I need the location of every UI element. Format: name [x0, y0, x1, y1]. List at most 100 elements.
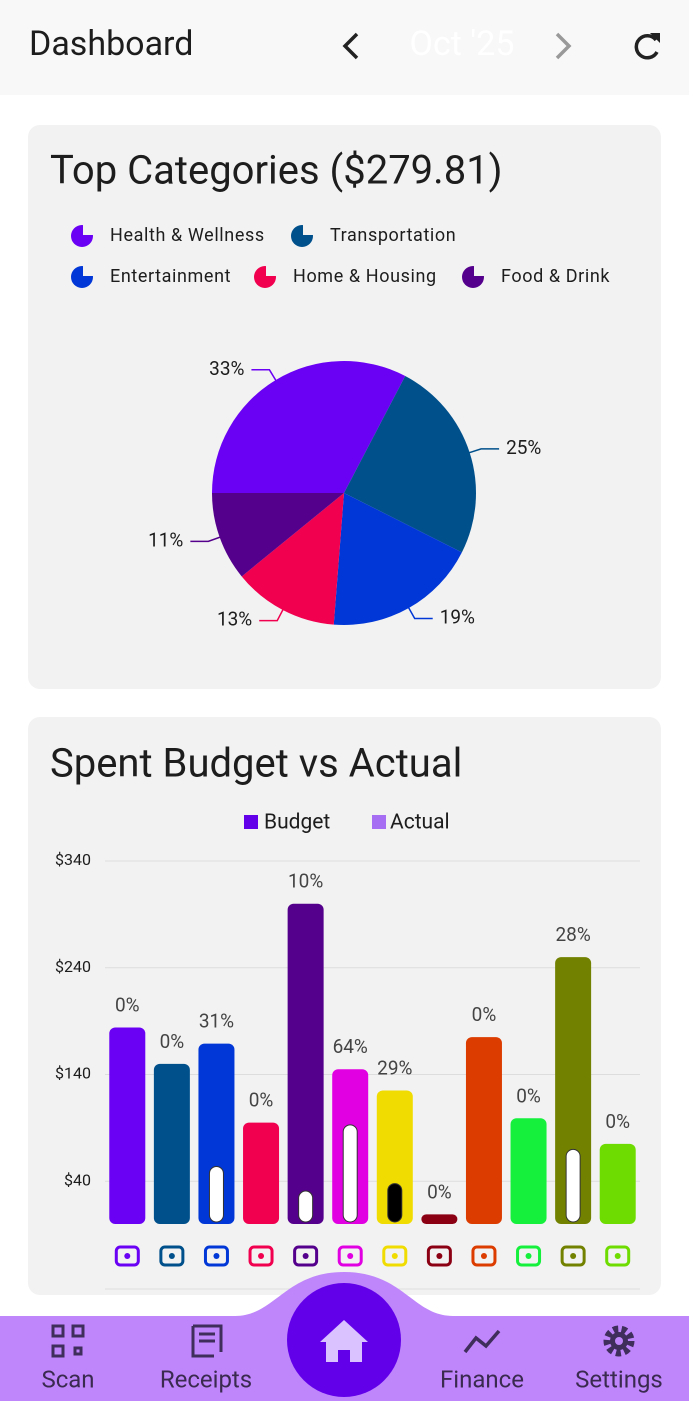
legend-label: Actual	[390, 811, 450, 835]
scan-icon	[73, 1346, 83, 1356]
legend-marker	[244, 815, 258, 829]
pie-slice	[212, 493, 344, 577]
category-icon[interactable]	[382, 1245, 408, 1267]
bar	[243, 1122, 280, 1224]
bar-label: 0%	[605, 1110, 630, 1133]
legend-label: Transportation	[330, 225, 456, 246]
category-icon[interactable]	[337, 1245, 363, 1267]
bar	[198, 1043, 235, 1224]
pie-slice	[212, 361, 406, 493]
actual-bar	[565, 1148, 581, 1223]
actual-bar	[387, 1183, 403, 1223]
leader-line	[407, 605, 433, 620]
actual-bar	[342, 1124, 358, 1223]
refresh-arrow	[650, 33, 660, 43]
category-icon[interactable]	[560, 1245, 586, 1267]
bar-label: 0%	[472, 1003, 497, 1026]
leader-line	[251, 369, 278, 383]
y-tick-label: $240	[55, 957, 91, 976]
month-label: Oct '25	[410, 24, 515, 64]
chart-title: Top Categories ($279.81)	[50, 147, 503, 194]
legend-marker-cut	[83, 265, 94, 276]
next-month-button[interactable]	[555, 32, 572, 60]
pie-slice	[241, 493, 344, 625]
bar-label: 64%	[333, 1035, 368, 1058]
bar	[555, 957, 592, 1224]
legend-label: Health & Wellness	[110, 225, 265, 246]
category-icon[interactable]	[114, 1245, 140, 1267]
data-label: 33%	[209, 357, 244, 380]
bar	[599, 1143, 636, 1224]
y-tick-label: $340	[55, 850, 91, 869]
settings-icon	[615, 1337, 623, 1345]
legend-label: Budget	[264, 811, 330, 835]
data-label: 25%	[506, 436, 541, 459]
category-icon-dot	[436, 1253, 443, 1259]
bar-label: 0%	[160, 1030, 185, 1053]
nav-label[interactable]: Receipts	[160, 1365, 252, 1393]
bar-label: 0%	[516, 1084, 541, 1107]
category-icon[interactable]	[248, 1245, 274, 1267]
bar-label: 28%	[555, 923, 590, 946]
home-icon	[320, 1320, 368, 1362]
pie-slice	[344, 376, 476, 553]
bar-label: 0%	[249, 1089, 274, 1112]
legend-marker-cut	[474, 265, 485, 276]
data-label: 19%	[440, 605, 475, 628]
data-label: 11%	[148, 528, 183, 551]
bar	[287, 903, 324, 1224]
settings-icon	[603, 1325, 635, 1357]
legend-marker-cut	[303, 224, 314, 235]
bar	[421, 1214, 458, 1224]
bottom-nav	[0, 1272, 689, 1401]
nav-label[interactable]: Scan	[41, 1365, 94, 1393]
actual-bar	[208, 1165, 224, 1223]
bar	[153, 1063, 190, 1224]
category-icon-dot	[391, 1253, 398, 1259]
data-label: 13%	[217, 608, 252, 631]
prev-month-button[interactable]	[342, 32, 359, 60]
category-icon[interactable]	[471, 1245, 497, 1267]
chart-title: Spent Budget vs Actual	[50, 740, 462, 787]
y-tick-label: $140	[55, 1064, 91, 1083]
bar	[109, 1027, 146, 1224]
bar	[376, 1090, 413, 1224]
y-tick-label: $40	[64, 1171, 91, 1190]
refresh-button[interactable]	[634, 33, 660, 60]
legend-label: Entertainment	[110, 266, 231, 287]
nav-label[interactable]: Settings	[575, 1365, 663, 1393]
bar-label: 31%	[199, 1010, 234, 1033]
bar	[510, 1118, 547, 1224]
category-icon[interactable]	[293, 1245, 319, 1267]
legend-label: Food & Drink	[501, 266, 610, 287]
category-icon[interactable]	[203, 1245, 229, 1267]
finance-icon	[463, 1329, 501, 1354]
leader-line	[467, 448, 500, 454]
bar-label: 0%	[427, 1180, 452, 1203]
legend-marker	[372, 815, 386, 829]
leader-line	[259, 607, 285, 622]
category-icon-dot	[614, 1253, 621, 1259]
category-icon-dot	[124, 1253, 131, 1259]
category-icon[interactable]	[605, 1245, 631, 1267]
category-icon-dot	[347, 1253, 354, 1259]
category-icon[interactable]	[516, 1245, 542, 1267]
category-icon-dot	[525, 1253, 532, 1259]
bar-label: 10%	[288, 870, 323, 893]
category-icon-dot	[258, 1253, 265, 1259]
legend-marker-cut	[83, 224, 94, 235]
category-icon[interactable]	[159, 1245, 185, 1267]
receipts-icon	[191, 1324, 223, 1358]
nav-label[interactable]: Finance	[440, 1365, 524, 1393]
category-icon-dot	[168, 1253, 175, 1259]
category-icon-dot	[570, 1253, 577, 1259]
category-icon[interactable]	[426, 1245, 452, 1267]
legend-label: Home & Housing	[293, 266, 437, 287]
scan-icon	[71, 1324, 85, 1338]
category-icon-dot	[302, 1253, 309, 1259]
leader-line	[190, 535, 222, 543]
scan-icon	[51, 1324, 65, 1338]
bar-label: 29%	[377, 1057, 412, 1080]
